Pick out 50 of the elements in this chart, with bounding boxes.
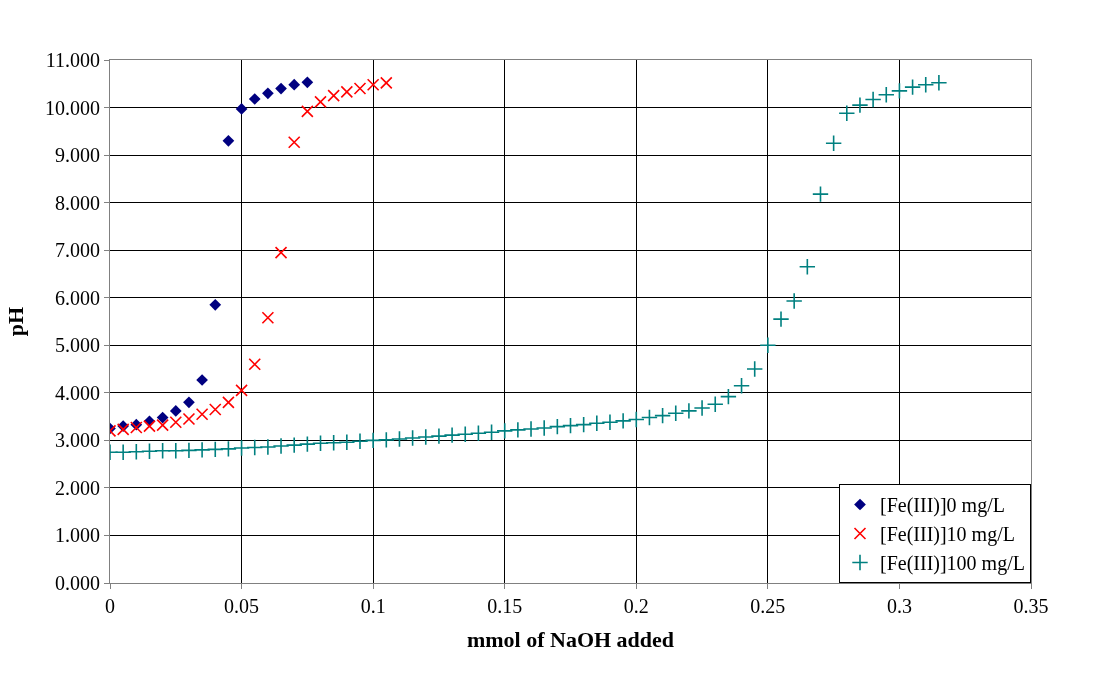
x-tick-label: 0.2 <box>623 595 649 617</box>
point <box>222 396 235 409</box>
y-axis-title: pH <box>2 306 28 337</box>
y-tick-label: 6.000 <box>55 286 100 309</box>
point <box>275 82 287 95</box>
point <box>169 405 182 417</box>
x-tick-label: 0.05 <box>224 595 260 617</box>
point <box>235 103 248 115</box>
point <box>208 403 222 416</box>
legend-label: [Fe(III)]0 mg/L <box>880 494 1005 518</box>
point <box>209 299 222 311</box>
point <box>183 396 195 409</box>
y-tick-label: 3.000 <box>55 429 100 452</box>
point <box>195 407 209 421</box>
point <box>274 246 288 259</box>
y-tick-label: 5.000 <box>55 334 100 357</box>
point <box>353 82 367 95</box>
point <box>340 85 354 99</box>
point <box>262 87 274 100</box>
x-tick-label: 0.35 <box>1013 595 1049 617</box>
y-tick-label: 1.000 <box>55 524 100 547</box>
point <box>222 134 235 147</box>
y-tick-label: 11.000 <box>45 49 100 71</box>
point <box>182 412 196 426</box>
y-tick-label: 10.000 <box>45 96 100 119</box>
x-tick-label: 0.3 <box>886 595 912 617</box>
point <box>301 105 314 118</box>
y-tick-label: 7.000 <box>55 239 100 262</box>
x-tick-label: 0.15 <box>487 595 523 617</box>
point <box>248 93 261 105</box>
y-tick-label: 9.000 <box>55 144 100 167</box>
point <box>248 357 262 371</box>
y-tick-label: 4.000 <box>55 381 100 404</box>
point <box>261 311 275 324</box>
y-tick-label: 2.000 <box>55 476 100 499</box>
x-axis-title: mmol of NaOH added <box>466 626 675 652</box>
point <box>287 135 301 149</box>
point <box>156 411 169 424</box>
x-tick-label: 0.1 <box>360 595 386 617</box>
x-tick-label: 0.25 <box>750 595 786 617</box>
y-tick-label: 0.000 <box>55 572 100 594</box>
x-tick-label: 0 <box>105 595 115 617</box>
legend-label: [Fe(III)]10 mg/L <box>880 523 1015 547</box>
point <box>314 95 327 109</box>
y-tick-label: 8.000 <box>55 191 100 214</box>
legend-label: [Fe(III)]100 mg/L <box>880 552 1025 576</box>
point <box>301 76 314 89</box>
point <box>288 78 301 91</box>
point <box>327 89 340 102</box>
point <box>235 384 248 397</box>
